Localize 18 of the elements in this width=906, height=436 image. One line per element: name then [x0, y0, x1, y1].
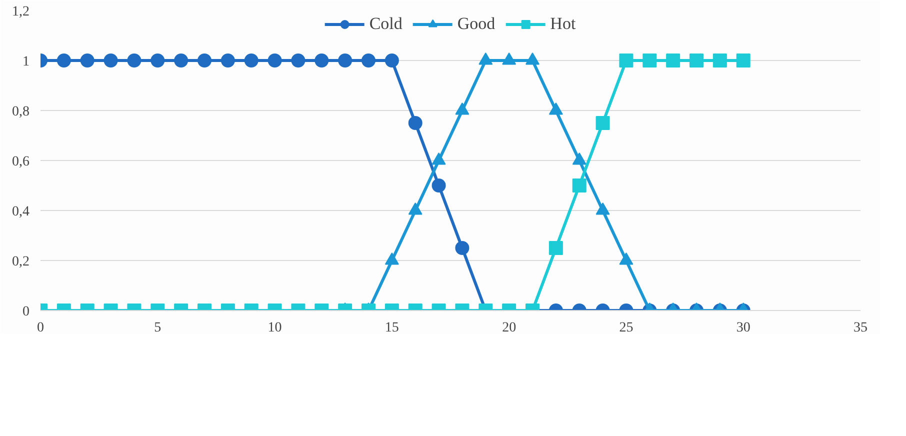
y-tick-label: 0,4	[12, 204, 30, 220]
y-tick-label: 0,2	[12, 254, 30, 270]
x-tick-label: 0	[37, 320, 44, 336]
legend-label: Good	[457, 14, 496, 34]
y-tick-label: 0,6	[12, 154, 30, 170]
y-tick-label: 1,2	[12, 4, 30, 20]
legend-label: Hot	[550, 14, 576, 34]
x-tick-label: 20	[502, 320, 516, 336]
x-tick-label: 10	[268, 320, 282, 336]
y-tick-label: 0,8	[12, 104, 30, 120]
y-tick-label: 0	[22, 304, 30, 320]
x-tick-label: 25	[619, 320, 634, 336]
y-tick-label: 1	[22, 54, 30, 70]
x-tick-label: 35	[854, 320, 868, 336]
legend-label: Cold	[369, 14, 402, 34]
x-tick-label: 5	[154, 320, 162, 336]
x-tick-label: 30	[736, 320, 750, 336]
x-tick-label: 15	[384, 320, 399, 336]
